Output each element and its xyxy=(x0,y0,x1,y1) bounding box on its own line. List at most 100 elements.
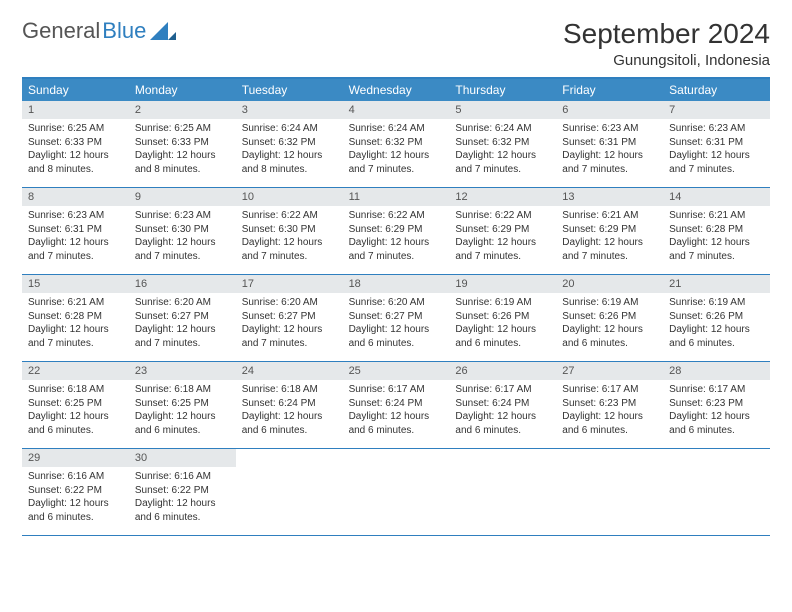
day-number: 13 xyxy=(556,188,663,206)
day-number: 6 xyxy=(556,101,663,119)
day-number: 5 xyxy=(449,101,556,119)
day-cell xyxy=(236,449,343,535)
day-cell: 26Sunrise: 6:17 AMSunset: 6:24 PMDayligh… xyxy=(449,362,556,448)
weekday-sunday: Sunday xyxy=(22,79,129,101)
day-cell: 6Sunrise: 6:23 AMSunset: 6:31 PMDaylight… xyxy=(556,101,663,187)
day-body: Sunrise: 6:25 AMSunset: 6:33 PMDaylight:… xyxy=(22,119,129,180)
day-cell: 17Sunrise: 6:20 AMSunset: 6:27 PMDayligh… xyxy=(236,275,343,361)
day-number: 15 xyxy=(22,275,129,293)
day-cell xyxy=(449,449,556,535)
day-body: Sunrise: 6:23 AMSunset: 6:31 PMDaylight:… xyxy=(22,206,129,267)
day-body: Sunrise: 6:17 AMSunset: 6:24 PMDaylight:… xyxy=(449,380,556,441)
day-cell: 30Sunrise: 6:16 AMSunset: 6:22 PMDayligh… xyxy=(129,449,236,535)
day-cell: 21Sunrise: 6:19 AMSunset: 6:26 PMDayligh… xyxy=(663,275,770,361)
day-body: Sunrise: 6:17 AMSunset: 6:23 PMDaylight:… xyxy=(663,380,770,441)
day-cell: 14Sunrise: 6:21 AMSunset: 6:28 PMDayligh… xyxy=(663,188,770,274)
day-number: 4 xyxy=(343,101,450,119)
day-cell: 1Sunrise: 6:25 AMSunset: 6:33 PMDaylight… xyxy=(22,101,129,187)
day-body: Sunrise: 6:25 AMSunset: 6:33 PMDaylight:… xyxy=(129,119,236,180)
day-number: 19 xyxy=(449,275,556,293)
day-cell: 23Sunrise: 6:18 AMSunset: 6:25 PMDayligh… xyxy=(129,362,236,448)
day-cell: 3Sunrise: 6:24 AMSunset: 6:32 PMDaylight… xyxy=(236,101,343,187)
day-number: 10 xyxy=(236,188,343,206)
day-number: 8 xyxy=(22,188,129,206)
day-number: 28 xyxy=(663,362,770,380)
weekday-friday: Friday xyxy=(556,79,663,101)
calendar: SundayMondayTuesdayWednesdayThursdayFrid… xyxy=(22,77,770,536)
day-cell: 29Sunrise: 6:16 AMSunset: 6:22 PMDayligh… xyxy=(22,449,129,535)
day-number: 18 xyxy=(343,275,450,293)
day-body: Sunrise: 6:18 AMSunset: 6:25 PMDaylight:… xyxy=(129,380,236,441)
day-number: 1 xyxy=(22,101,129,119)
location-label: Gunungsitoli, Indonesia xyxy=(563,52,770,69)
day-cell: 10Sunrise: 6:22 AMSunset: 6:30 PMDayligh… xyxy=(236,188,343,274)
day-number: 29 xyxy=(22,449,129,467)
day-cell: 4Sunrise: 6:24 AMSunset: 6:32 PMDaylight… xyxy=(343,101,450,187)
weekday-header-row: SundayMondayTuesdayWednesdayThursdayFrid… xyxy=(22,79,770,101)
weekday-monday: Monday xyxy=(129,79,236,101)
day-cell xyxy=(663,449,770,535)
day-cell xyxy=(556,449,663,535)
logo-triangle-icon xyxy=(150,22,176,40)
weeks-container: 1Sunrise: 6:25 AMSunset: 6:33 PMDaylight… xyxy=(22,101,770,536)
day-cell: 27Sunrise: 6:17 AMSunset: 6:23 PMDayligh… xyxy=(556,362,663,448)
day-number: 23 xyxy=(129,362,236,380)
day-cell: 15Sunrise: 6:21 AMSunset: 6:28 PMDayligh… xyxy=(22,275,129,361)
day-body: Sunrise: 6:23 AMSunset: 6:30 PMDaylight:… xyxy=(129,206,236,267)
day-body: Sunrise: 6:16 AMSunset: 6:22 PMDaylight:… xyxy=(129,467,236,528)
day-body: Sunrise: 6:19 AMSunset: 6:26 PMDaylight:… xyxy=(556,293,663,354)
day-body: Sunrise: 6:20 AMSunset: 6:27 PMDaylight:… xyxy=(129,293,236,354)
day-number: 16 xyxy=(129,275,236,293)
week-row: 15Sunrise: 6:21 AMSunset: 6:28 PMDayligh… xyxy=(22,275,770,362)
day-cell: 12Sunrise: 6:22 AMSunset: 6:29 PMDayligh… xyxy=(449,188,556,274)
day-number: 3 xyxy=(236,101,343,119)
day-body: Sunrise: 6:24 AMSunset: 6:32 PMDaylight:… xyxy=(449,119,556,180)
day-cell: 2Sunrise: 6:25 AMSunset: 6:33 PMDaylight… xyxy=(129,101,236,187)
day-cell: 16Sunrise: 6:20 AMSunset: 6:27 PMDayligh… xyxy=(129,275,236,361)
day-number: 22 xyxy=(22,362,129,380)
day-number: 7 xyxy=(663,101,770,119)
day-body: Sunrise: 6:24 AMSunset: 6:32 PMDaylight:… xyxy=(343,119,450,180)
day-cell: 7Sunrise: 6:23 AMSunset: 6:31 PMDaylight… xyxy=(663,101,770,187)
day-number: 26 xyxy=(449,362,556,380)
day-cell: 18Sunrise: 6:20 AMSunset: 6:27 PMDayligh… xyxy=(343,275,450,361)
week-row: 22Sunrise: 6:18 AMSunset: 6:25 PMDayligh… xyxy=(22,362,770,449)
day-body: Sunrise: 6:17 AMSunset: 6:23 PMDaylight:… xyxy=(556,380,663,441)
day-number: 17 xyxy=(236,275,343,293)
day-number: 11 xyxy=(343,188,450,206)
day-number: 21 xyxy=(663,275,770,293)
day-cell: 24Sunrise: 6:18 AMSunset: 6:24 PMDayligh… xyxy=(236,362,343,448)
day-cell: 28Sunrise: 6:17 AMSunset: 6:23 PMDayligh… xyxy=(663,362,770,448)
day-cell: 8Sunrise: 6:23 AMSunset: 6:31 PMDaylight… xyxy=(22,188,129,274)
day-body: Sunrise: 6:21 AMSunset: 6:29 PMDaylight:… xyxy=(556,206,663,267)
day-body: Sunrise: 6:22 AMSunset: 6:29 PMDaylight:… xyxy=(343,206,450,267)
day-number: 12 xyxy=(449,188,556,206)
day-body: Sunrise: 6:22 AMSunset: 6:29 PMDaylight:… xyxy=(449,206,556,267)
day-body: Sunrise: 6:19 AMSunset: 6:26 PMDaylight:… xyxy=(663,293,770,354)
day-body: Sunrise: 6:16 AMSunset: 6:22 PMDaylight:… xyxy=(22,467,129,528)
day-number: 2 xyxy=(129,101,236,119)
day-cell: 22Sunrise: 6:18 AMSunset: 6:25 PMDayligh… xyxy=(22,362,129,448)
day-body: Sunrise: 6:20 AMSunset: 6:27 PMDaylight:… xyxy=(236,293,343,354)
day-cell: 11Sunrise: 6:22 AMSunset: 6:29 PMDayligh… xyxy=(343,188,450,274)
day-cell xyxy=(343,449,450,535)
day-body: Sunrise: 6:23 AMSunset: 6:31 PMDaylight:… xyxy=(663,119,770,180)
title-block: September 2024 Gunungsitoli, Indonesia xyxy=(563,18,770,69)
weekday-saturday: Saturday xyxy=(663,79,770,101)
day-number: 24 xyxy=(236,362,343,380)
week-row: 8Sunrise: 6:23 AMSunset: 6:31 PMDaylight… xyxy=(22,188,770,275)
day-body: Sunrise: 6:17 AMSunset: 6:24 PMDaylight:… xyxy=(343,380,450,441)
day-number: 20 xyxy=(556,275,663,293)
day-body: Sunrise: 6:22 AMSunset: 6:30 PMDaylight:… xyxy=(236,206,343,267)
week-row: 1Sunrise: 6:25 AMSunset: 6:33 PMDaylight… xyxy=(22,101,770,188)
day-body: Sunrise: 6:20 AMSunset: 6:27 PMDaylight:… xyxy=(343,293,450,354)
day-body: Sunrise: 6:18 AMSunset: 6:25 PMDaylight:… xyxy=(22,380,129,441)
day-number: 27 xyxy=(556,362,663,380)
day-body: Sunrise: 6:18 AMSunset: 6:24 PMDaylight:… xyxy=(236,380,343,441)
day-body: Sunrise: 6:24 AMSunset: 6:32 PMDaylight:… xyxy=(236,119,343,180)
day-cell: 13Sunrise: 6:21 AMSunset: 6:29 PMDayligh… xyxy=(556,188,663,274)
weekday-wednesday: Wednesday xyxy=(343,79,450,101)
week-row: 29Sunrise: 6:16 AMSunset: 6:22 PMDayligh… xyxy=(22,449,770,536)
day-number: 25 xyxy=(343,362,450,380)
day-number: 9 xyxy=(129,188,236,206)
